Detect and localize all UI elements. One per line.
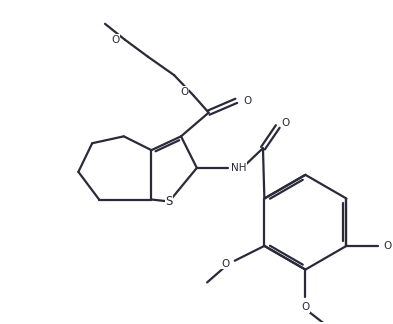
Text: O: O	[112, 35, 120, 45]
Text: O: O	[383, 241, 391, 251]
Text: O: O	[181, 87, 189, 97]
Text: O: O	[282, 118, 290, 128]
Text: O: O	[301, 302, 310, 312]
Text: O: O	[243, 96, 252, 106]
Text: NH: NH	[231, 163, 247, 173]
Text: S: S	[165, 195, 173, 208]
Text: O: O	[222, 259, 230, 269]
